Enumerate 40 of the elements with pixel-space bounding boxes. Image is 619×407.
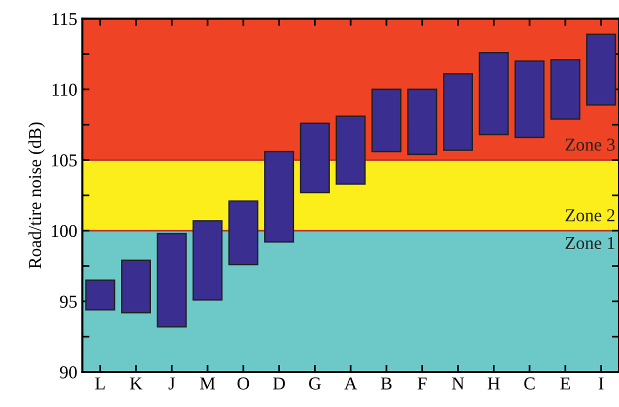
x-tick-label: G xyxy=(309,377,321,390)
x-tick-label: C xyxy=(524,377,535,390)
bar xyxy=(336,116,366,185)
bar xyxy=(550,59,580,120)
bar xyxy=(85,279,116,311)
x-tick-label: L xyxy=(95,378,105,390)
x-tick-label: M xyxy=(200,378,216,390)
x-tick-label: O xyxy=(238,377,250,390)
band-label: Zone 1 xyxy=(566,236,614,250)
bar xyxy=(478,52,509,136)
y-tick-label: 115 xyxy=(52,13,77,26)
bar xyxy=(371,88,402,152)
y-tick-label: 95 xyxy=(60,296,77,308)
bar xyxy=(120,260,151,314)
y-axis-title: Road/tire noise (dB) xyxy=(28,122,45,269)
bar xyxy=(228,200,258,266)
band-label: Zone 2 xyxy=(566,209,614,222)
x-tick-label: I xyxy=(598,378,604,390)
x-tick-label: E xyxy=(560,378,570,390)
x-tick-label: B xyxy=(380,378,392,390)
bar xyxy=(514,60,545,138)
bar xyxy=(156,232,187,328)
x-tick-label: F xyxy=(418,378,427,390)
x-tick-label: A xyxy=(344,377,358,390)
x-tick-label: J xyxy=(168,378,175,390)
bar xyxy=(300,122,330,194)
bar xyxy=(586,34,616,106)
bar xyxy=(442,73,474,151)
x-tick-label: N xyxy=(452,378,464,390)
bar xyxy=(407,88,438,156)
bar xyxy=(264,150,294,243)
band-label: Zone 3 xyxy=(566,138,615,151)
y-tick-label: 105 xyxy=(52,154,77,166)
y-tick-label: 110 xyxy=(52,84,77,96)
x-tick-label: H xyxy=(488,378,500,390)
x-tick-label: D xyxy=(273,378,285,390)
y-tick-label: 100 xyxy=(52,224,77,238)
x-tick-label: K xyxy=(130,378,142,390)
bar xyxy=(192,220,223,301)
y-tick-label: 90 xyxy=(60,366,77,378)
